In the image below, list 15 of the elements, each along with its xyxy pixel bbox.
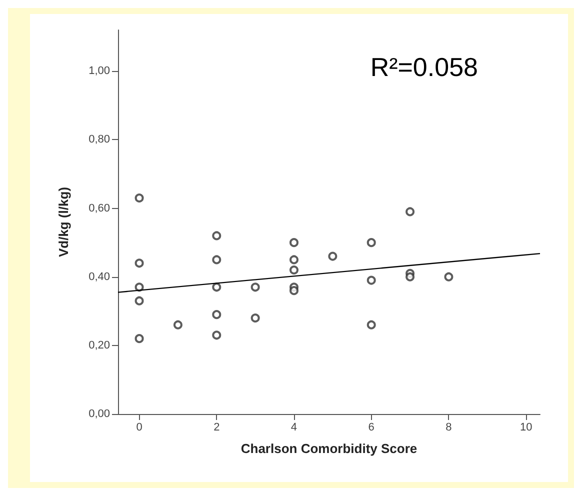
y-axis-title: Vd/kg (l/kg) [56, 186, 71, 258]
y-tick-label: 0,40 [88, 270, 110, 283]
annotation: R²=0.058 [370, 52, 478, 82]
y-tick-label: 0,00 [88, 408, 110, 420]
x-tick-label: 0 [136, 422, 142, 434]
y-tick-label: 0,20 [88, 339, 110, 352]
x-tick-label: 6 [368, 422, 374, 434]
y-tick-label: 1,00 [88, 65, 110, 78]
x-tick-label: 4 [290, 422, 298, 434]
y-tick-label: 0,80 [88, 134, 110, 146]
x-axis-title: Charlson Comorbidity Score [240, 441, 418, 456]
x-tick-label: 8 [446, 422, 452, 434]
x-tick-label: 2 [214, 422, 220, 434]
y-tick-label: 0,60 [88, 202, 110, 214]
x-tick-label: 10 [520, 422, 532, 434]
